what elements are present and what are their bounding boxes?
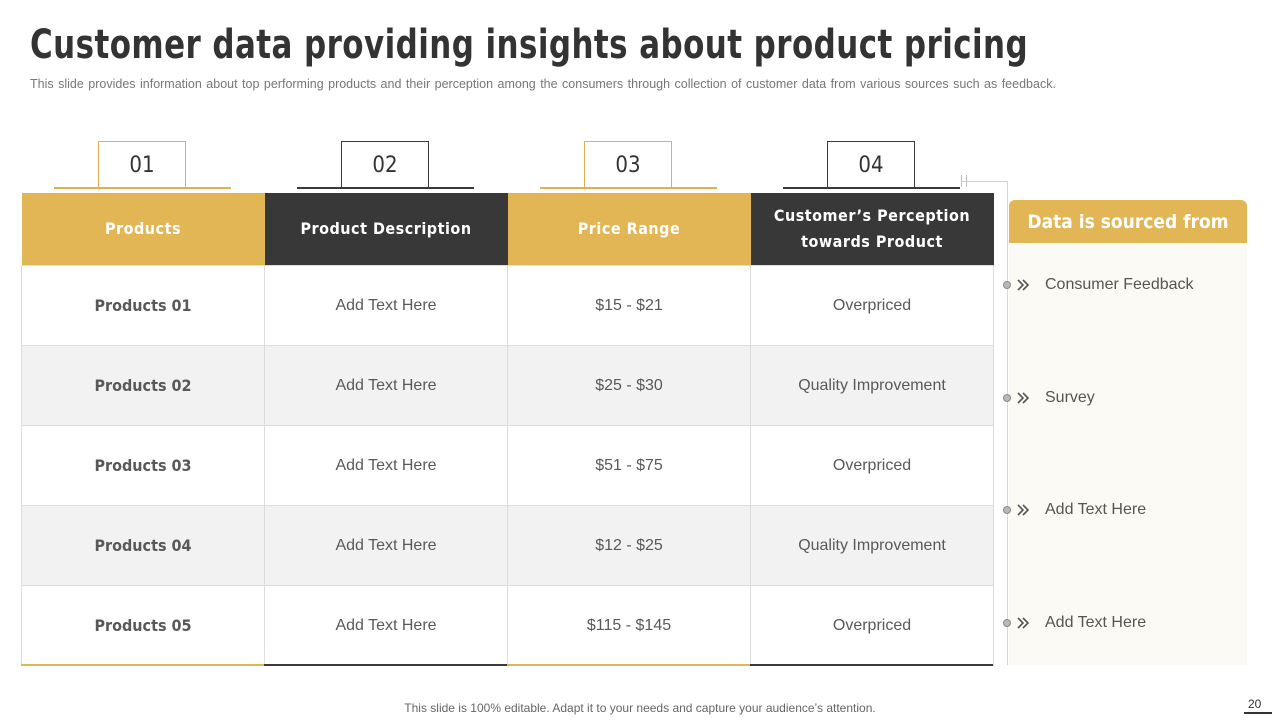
perception-cell: Quality Improvement: [750, 505, 994, 586]
double-chevron-right-icon: [1017, 391, 1031, 405]
pricing-table: Products Product Description Price Range…: [21, 193, 994, 666]
source-item: Add Text Here: [1003, 612, 1146, 634]
bullet-dot-icon: [1003, 394, 1011, 402]
tab-number-03: 03: [584, 141, 672, 188]
product-name-cell: Products 01: [21, 265, 265, 346]
bullet-dot-icon: [1003, 281, 1011, 289]
slide-title: Customer data providing insights about p…: [30, 22, 1029, 68]
double-chevron-right-icon: [1017, 616, 1031, 630]
perception-cell: Quality Improvement: [750, 345, 994, 426]
product-name-cell: Products 02: [21, 345, 265, 426]
header-price-range: Price Range: [507, 193, 751, 266]
description-cell: Add Text Here: [264, 505, 508, 586]
price-cell: $51 - $75: [507, 425, 751, 506]
bullet-dot-icon: [1003, 506, 1011, 514]
table-row: Products 02 Add Text Here $25 - $30 Qual…: [21, 345, 994, 426]
tab-underline-02: [297, 187, 474, 189]
table-row: Products 03 Add Text Here $51 - $75 Over…: [21, 425, 994, 506]
table-row: Products 05 Add Text Here $115 - $145 Ov…: [21, 585, 994, 666]
source-item: Add Text Here: [1003, 499, 1146, 521]
bullet-dot-icon: [1003, 619, 1011, 627]
tab-number-02: 02: [341, 141, 429, 188]
source-item: Survey: [1003, 387, 1095, 409]
description-cell: Add Text Here: [264, 265, 508, 346]
double-chevron-right-icon: [1017, 503, 1031, 517]
table-row: Products 01 Add Text Here $15 - $21 Over…: [21, 265, 994, 346]
column-bottom-line-02: [264, 664, 507, 666]
price-cell: $12 - $25: [507, 505, 751, 586]
perception-cell: Overpriced: [750, 265, 994, 346]
source-label: Add Text Here: [1045, 614, 1147, 631]
header-products: Products: [21, 193, 265, 266]
page-number: 20: [1248, 697, 1262, 711]
sources-heading: Data is sourced from: [1009, 200, 1247, 243]
perception-cell: Overpriced: [750, 585, 994, 666]
sources-panel: [1009, 200, 1247, 665]
source-item: Consumer Feedback: [1003, 274, 1194, 296]
double-chevron-right-icon: [1017, 278, 1031, 292]
header-customer-perception: Customer’s Perception towards Product: [750, 193, 994, 266]
column-bottom-line-04: [750, 664, 993, 666]
connector-line-horizontal: [962, 181, 1008, 182]
table-header-row: Products Product Description Price Range…: [21, 193, 994, 266]
tab-underline-01: [54, 187, 231, 189]
table-row: Products 04 Add Text Here $12 - $25 Qual…: [21, 505, 994, 586]
product-name-cell: Products 05: [21, 585, 265, 666]
description-cell: Add Text Here: [264, 345, 508, 426]
column-bottom-line-01: [21, 664, 264, 666]
product-name-cell: Products 03: [21, 425, 265, 506]
tab-number-01: 01: [98, 141, 186, 188]
slide-subtitle: This slide provides information about to…: [30, 77, 1056, 91]
source-label: Add Text Here: [1045, 501, 1147, 518]
price-cell: $115 - $145: [507, 585, 751, 666]
price-cell: $25 - $30: [507, 345, 751, 426]
header-product-description: Product Description: [264, 193, 508, 266]
column-bottom-line-03: [507, 664, 750, 666]
description-cell: Add Text Here: [264, 585, 508, 666]
perception-cell: Overpriced: [750, 425, 994, 506]
page-number-underline: [1244, 712, 1272, 714]
source-label: Consumer Feedback: [1045, 276, 1194, 293]
connector-line-vertical: [1007, 181, 1008, 665]
tab-underline-04: [783, 187, 960, 189]
tab-number-04: 04: [827, 141, 915, 188]
product-name-cell: Products 04: [21, 505, 265, 586]
footer-note: This slide is 100% editable. Adapt it to…: [404, 701, 876, 715]
price-cell: $15 - $21: [507, 265, 751, 346]
tab-underline-03: [540, 187, 717, 189]
source-label: Survey: [1045, 389, 1095, 406]
description-cell: Add Text Here: [264, 425, 508, 506]
